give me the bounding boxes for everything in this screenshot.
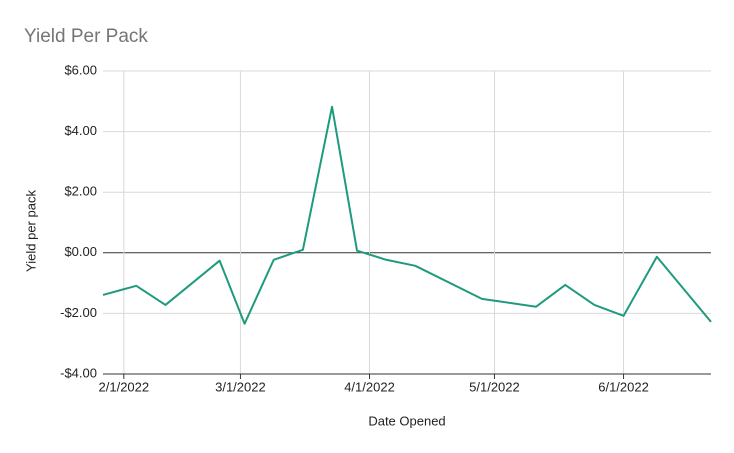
x-tick-label: 6/1/2022 <box>598 379 649 394</box>
x-tick-label: 4/1/2022 <box>344 379 395 394</box>
y-axis-label: Yield per pack <box>23 190 38 272</box>
y-tick-label: $0.00 <box>64 244 97 259</box>
y-tick-label: -$4.00 <box>60 365 97 380</box>
x-tick-label: 2/1/2022 <box>99 379 150 394</box>
x-tick-label: 5/1/2022 <box>469 379 520 394</box>
x-tick-label: 3/1/2022 <box>215 379 266 394</box>
line <box>102 105 712 325</box>
y-tick-label: -$2.00 <box>60 305 97 320</box>
x-axis-label: Date Opened <box>368 413 445 428</box>
y-tick-label: $2.00 <box>64 184 97 199</box>
y-tick-label: $6.00 <box>64 62 97 77</box>
y-tick-label: $4.00 <box>64 123 97 138</box>
chart-title: Yield Per Pack <box>24 26 148 47</box>
